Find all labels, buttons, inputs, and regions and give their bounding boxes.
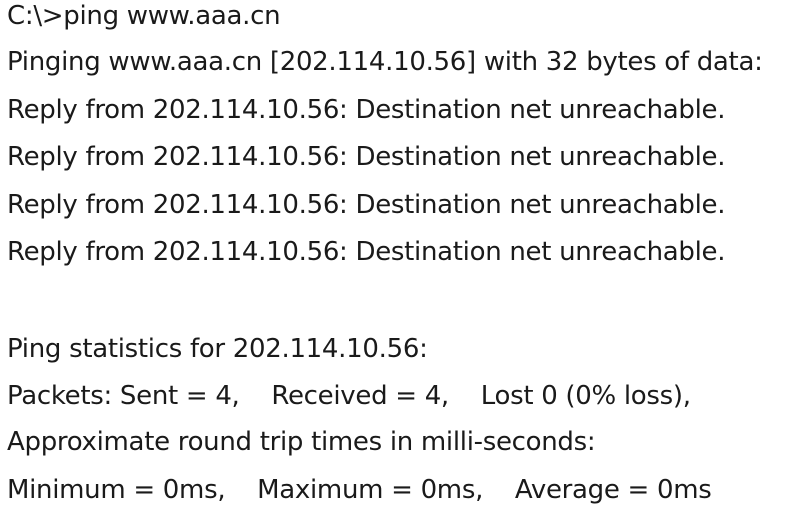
statistics-header-line: Ping statistics for 202.114.10.56: (7, 334, 428, 364)
reply-line: Reply from 202.114.10.56: Destination ne… (7, 142, 726, 172)
reply-line: Reply from 202.114.10.56: Destination ne… (7, 190, 726, 220)
command-line: C:\>ping www.aaa.cn (7, 1, 281, 31)
packets-summary-line: Packets: Sent = 4, Received = 4, Lost 0 … (7, 381, 691, 411)
round-trip-header-line: Approximate round trip times in milli-se… (7, 427, 596, 457)
reply-line: Reply from 202.114.10.56: Destination ne… (7, 95, 726, 125)
round-trip-summary-line: Minimum = 0ms, Maximum = 0ms, Average = … (7, 475, 712, 505)
ping-header-line: Pinging www.aaa.cn [202.114.10.56] with … (7, 47, 763, 77)
reply-line: Reply from 202.114.10.56: Destination ne… (7, 237, 726, 267)
